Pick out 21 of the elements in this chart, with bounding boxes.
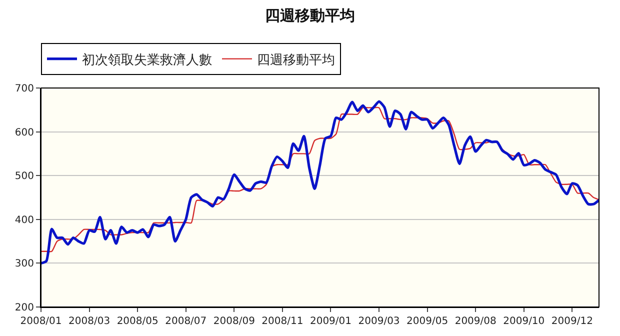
chart-title: 四週移動平均 (265, 6, 355, 25)
x-tick-label: 2009/10 (503, 316, 545, 327)
x-tick-label: 2008/11 (262, 316, 304, 327)
x-tick-label: 2009/05 (406, 316, 448, 327)
y-tick-label: 200 (14, 302, 34, 314)
legend-label: 四週移動平均 (257, 52, 335, 68)
x-tick-label: 2009/12 (551, 316, 593, 327)
x-tick-label: 2009/08 (454, 316, 496, 327)
x-tick-label: 2008/05 (116, 316, 158, 327)
y-tick-label: 400 (14, 214, 34, 226)
x-tick-label: 2009/01 (310, 316, 352, 327)
y-tick-label: 500 (14, 171, 34, 182)
x-tick-label: 2008/07 (165, 316, 207, 327)
legend-label: 初次領取失業救濟人數 (82, 52, 212, 68)
y-tick-label: 600 (14, 127, 34, 138)
x-tick-label: 2008/01 (20, 316, 62, 327)
x-tick-label: 2008/09 (213, 316, 255, 327)
y-tick-label: 300 (14, 258, 34, 270)
y-tick-label: 700 (14, 84, 34, 94)
x-tick-label: 2008/03 (68, 316, 110, 327)
x-tick-label: 2009/03 (358, 316, 400, 327)
